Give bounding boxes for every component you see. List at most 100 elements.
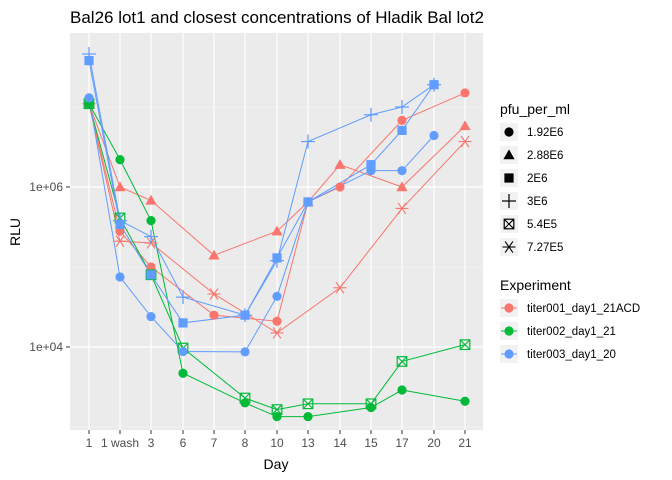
x-tick-label: 13 [301,436,315,450]
data-point [239,392,251,404]
data-point [429,130,439,141]
data-point [113,213,127,228]
data-point [397,115,407,125]
shape-legend-title: pfu_per_ml [500,101,570,117]
x-tick-label: 3 [148,436,155,450]
shape-legend: pfu_per_ml 1.92E6 2.88E6 2E6 3E6 5.4E5 7.27E5 [500,101,570,256]
data-point [178,346,188,357]
data-point [146,311,156,322]
x-tick-label: 15 [364,436,378,450]
color-legend: Experiment titer001_day1_21ACD titer002_d… [500,277,640,363]
y-tick-label: 1e+04 [29,340,63,354]
data-point [302,398,314,410]
color-legend-title: Experiment [500,277,571,293]
data-point [364,107,378,122]
data-point [146,216,156,226]
data-point [178,368,188,378]
x-tick-label: 21 [458,436,472,450]
y-axis-title: RLU [7,218,23,246]
data-point [82,46,96,61]
x-tick-label: 6 [180,436,187,450]
shape-legend-label: 2.88E6 [527,150,563,162]
color-legend-label: titer001_day1_21ACD [527,303,640,315]
data-point [395,100,409,114]
data-point [303,411,313,422]
data-point [459,339,471,351]
legend-key-shape [503,218,515,230]
x-tick-label: 1 [86,436,93,450]
x-tick-label: 10 [270,436,284,450]
legend-key-shape [502,194,516,208]
data-point [271,404,283,416]
shape-legend-label: 3E6 [527,196,547,208]
data-point [335,182,345,192]
x-axis-title: Day [264,456,289,472]
x-tick-label: 7 [211,436,218,450]
series-points [82,46,472,422]
legend-key-shape [504,127,514,137]
data-point [458,135,472,148]
data-point [397,125,407,135]
legend-key-dot [504,303,514,313]
data-point [115,155,125,165]
data-point [144,229,158,244]
x-tick-label: 14 [333,436,347,450]
data-point [366,402,376,413]
data-point [303,197,313,207]
grid-lines [70,33,483,430]
color-legend-label: titer002_day1_21 [527,326,616,338]
x-tick-label: 8 [242,436,249,450]
data-point [208,249,220,260]
data-point [115,272,125,282]
data-point [460,88,470,98]
color-legend-label: titer003_day1_20 [527,349,616,361]
data-point [396,356,408,367]
series-line-7 [88,53,435,316]
data-point [397,166,407,176]
series-line-5 [88,97,435,353]
legend-key-shape [502,241,516,253]
data-point [397,385,407,395]
data-point [240,347,250,357]
data-point [333,281,347,294]
data-point [395,202,409,215]
series-line-4 [88,103,466,411]
data-point [272,291,282,301]
y-tick-label: 1e+06 [29,180,63,194]
data-point [270,253,284,268]
data-point [238,308,252,323]
x-axis: 1 1 wash 3 6 7 8 10 13 14 15 17 20 21 [86,430,472,450]
data-point [334,159,346,169]
data-point [207,288,221,300]
data-point [272,316,282,326]
data-point [271,225,283,236]
data-point [145,194,157,205]
data-point [176,290,190,305]
shape-legend-label: 5.4E5 [527,219,557,231]
data-point [113,235,127,248]
series-line-3 [88,103,466,418]
data-point [146,270,156,280]
data-point [84,93,94,103]
data-point [427,77,441,92]
data-point [366,160,376,170]
data-point [209,310,219,320]
data-point [301,134,315,149]
legend-key-shape [504,173,514,183]
data-point [365,398,377,410]
chart-title: Bal26 lot1 and closest concentrations of… [70,8,484,27]
x-tick-label: 17 [395,436,409,450]
y-axis: 1e+04 1e+06 [29,180,70,354]
shape-legend-label: 7.27E5 [527,242,563,254]
data-point [460,396,470,406]
x-tick-label: 20 [427,436,441,450]
data-point [396,181,408,192]
data-point [459,120,471,131]
legend-key-dot [504,349,514,359]
shape-legend-label: 2E6 [527,173,547,185]
data-point [270,327,284,339]
data-point [146,262,156,272]
data-point [114,181,126,192]
legend-key-dot [504,326,514,336]
